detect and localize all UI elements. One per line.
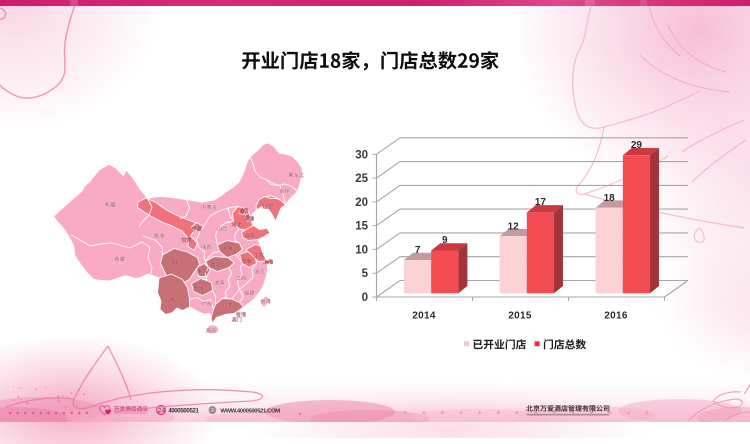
svg-text:15: 15	[355, 221, 368, 233]
svg-text:20: 20	[355, 197, 368, 209]
svg-text:2016: 2016	[604, 311, 628, 322]
svg-text:9: 9	[442, 235, 448, 246]
svg-text:24: 24	[158, 407, 166, 414]
svg-text:WWW.4000500521.COM: WWW.4000500521.COM	[220, 409, 280, 415]
svg-text:18: 18	[604, 193, 616, 204]
svg-text:2015: 2015	[508, 311, 532, 322]
svg-text:25: 25	[355, 173, 368, 185]
svg-text:12: 12	[508, 221, 520, 232]
svg-text:4000500521: 4000500521	[168, 407, 199, 414]
svg-text:2014: 2014	[412, 311, 436, 322]
svg-text:10: 10	[355, 244, 368, 256]
svg-text:0: 0	[362, 292, 368, 304]
svg-text:29: 29	[631, 140, 643, 151]
svg-text:7: 7	[415, 245, 421, 256]
svg-text:30: 30	[355, 149, 368, 161]
svg-text:17: 17	[535, 197, 547, 208]
svg-text:5: 5	[362, 268, 369, 280]
